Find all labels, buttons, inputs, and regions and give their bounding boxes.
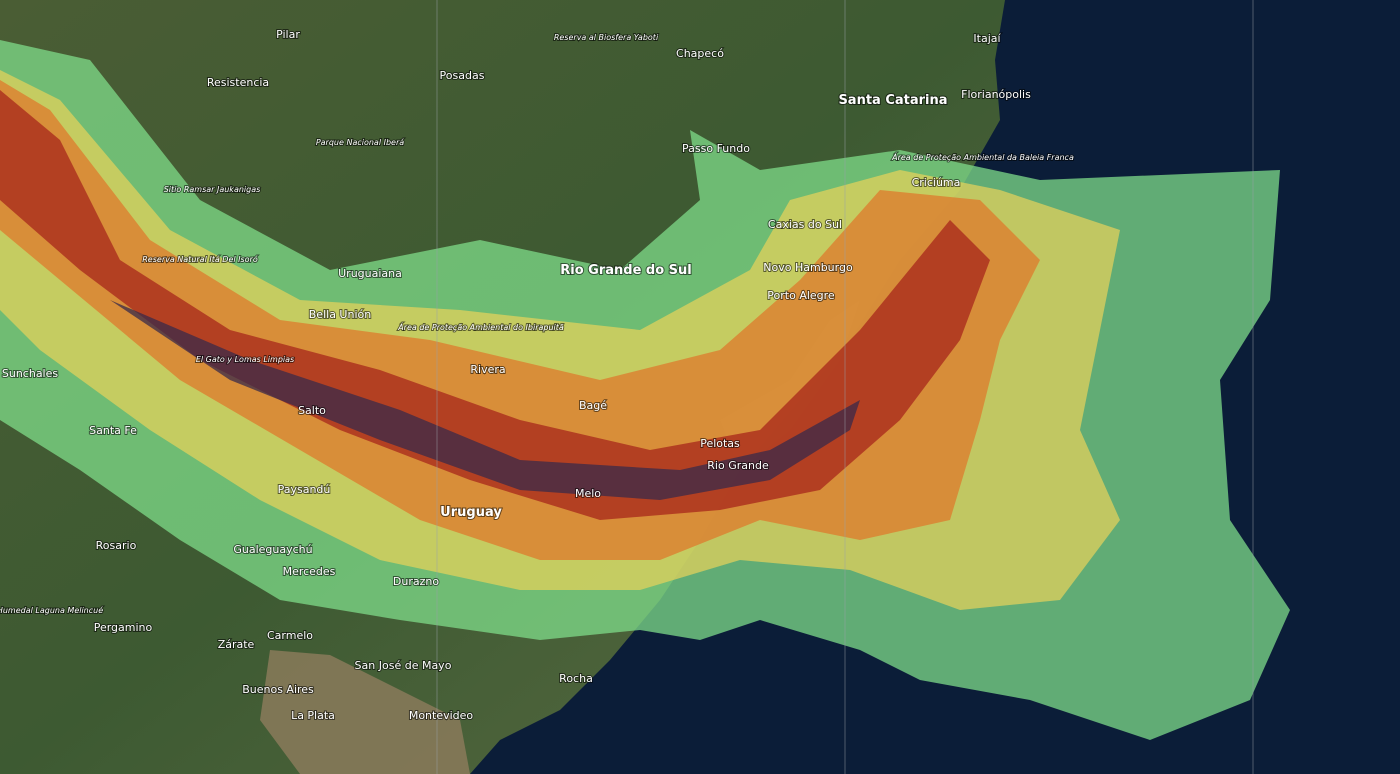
place-label: Santa Catarina — [838, 93, 947, 108]
place-label: San José de Mayo — [355, 659, 452, 672]
place-label: La Plata — [291, 709, 335, 722]
place-label: Buenos Aires — [242, 683, 314, 696]
place-label: Bagé — [579, 399, 607, 412]
place-label: Melo — [575, 487, 601, 500]
place-label: Posadas — [440, 69, 485, 82]
place-label: Uruguay — [440, 505, 502, 520]
place-label: Chapecó — [676, 47, 724, 60]
place-label: Rio Grande — [707, 459, 769, 472]
place-label: Rio Grande do Sul — [560, 263, 692, 278]
estuary — [260, 650, 470, 774]
place-label: Pergamino — [94, 621, 153, 634]
precip-extreme — [110, 300, 860, 500]
place-label: Salto — [298, 404, 326, 417]
place-label: Florianópolis — [961, 88, 1031, 101]
place-label: Pelotas — [700, 437, 740, 450]
place-label: Zárate — [218, 638, 255, 651]
place-label: Novo Hamburgo — [763, 261, 853, 274]
place-label: Rocha — [559, 672, 593, 685]
place-label: Uruguaiana — [338, 267, 402, 280]
place-label: Área de Proteção Ambiental do Ibirapuitã — [397, 321, 564, 332]
precipitation-layer — [0, 40, 1290, 740]
place-label: Montevideo — [409, 709, 474, 722]
place-label: Gualeguaychú — [233, 543, 312, 556]
place-label: Sitio Ramsar Jaukanigas — [164, 185, 261, 194]
place-label: El Gato y Lomas Limpias — [196, 355, 294, 364]
place-label: Humedal Laguna Melincué — [0, 605, 103, 615]
place-label: Sunchales — [2, 367, 59, 380]
place-labels: Pilar Reserva al Biosfera Yaboti Chapecó It… — [0, 27, 1075, 723]
place-label: Rivera — [470, 363, 505, 376]
place-label: Área de Proteção Ambiental da Baleia Fra… — [891, 151, 1074, 162]
place-label: Paysandú — [278, 483, 331, 496]
place-label: Reserva Natural Itá Del Isoró — [142, 254, 258, 264]
place-label: Passo Fundo — [682, 142, 750, 155]
precip-intense — [0, 90, 990, 520]
graticule — [436, 0, 1254, 774]
place-label: Parque Nacional Iberá — [316, 138, 404, 147]
place-label: Santa Fe — [89, 424, 137, 437]
place-label: Itajaí — [973, 32, 1001, 45]
place-label: Caxias do Sul — [768, 218, 842, 231]
place-label: Criciúma — [912, 176, 961, 189]
place-label: Reserva al Biosfera Yaboti — [554, 33, 659, 42]
place-label: Bella Unión — [309, 308, 371, 321]
place-label: Porto Alegre — [767, 289, 835, 302]
place-label: Carmelo — [267, 629, 313, 642]
place-label: Durazno — [393, 575, 439, 588]
place-label: Rosario — [96, 539, 137, 552]
place-label: Mercedes — [283, 565, 336, 578]
place-label: Resistencia — [207, 76, 269, 89]
place-label: Pilar — [276, 28, 300, 41]
